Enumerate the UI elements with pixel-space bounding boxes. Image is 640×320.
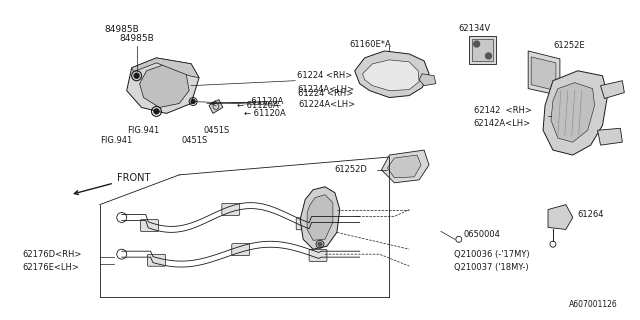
Text: 61224A<LH>: 61224A<LH> <box>298 100 355 109</box>
Text: Q210037 ('18MY-): Q210037 ('18MY-) <box>454 263 529 272</box>
FancyBboxPatch shape <box>309 250 327 261</box>
Polygon shape <box>381 150 429 183</box>
Polygon shape <box>355 51 429 98</box>
Text: 61252E: 61252E <box>553 42 584 51</box>
FancyBboxPatch shape <box>147 254 165 266</box>
Text: 61120A: 61120A <box>246 97 283 106</box>
Polygon shape <box>551 83 595 142</box>
FancyBboxPatch shape <box>141 220 159 232</box>
Polygon shape <box>419 74 436 86</box>
Text: A607001126: A607001126 <box>569 300 618 309</box>
Text: FRONT: FRONT <box>74 173 150 195</box>
Text: 61252D: 61252D <box>335 165 368 174</box>
Polygon shape <box>528 51 560 96</box>
Text: 62176E<LH>: 62176E<LH> <box>22 263 79 272</box>
Circle shape <box>474 41 479 47</box>
Text: 0451S: 0451S <box>203 126 229 135</box>
Text: 61160E*A: 61160E*A <box>349 39 392 49</box>
Text: 0451S: 0451S <box>181 136 207 145</box>
Polygon shape <box>387 155 421 178</box>
Text: 61264: 61264 <box>578 210 604 219</box>
Text: 84985B: 84985B <box>104 25 139 34</box>
Polygon shape <box>598 128 622 145</box>
Circle shape <box>134 73 139 78</box>
Polygon shape <box>209 100 223 113</box>
Text: 62176D<RH>: 62176D<RH> <box>22 250 82 259</box>
FancyBboxPatch shape <box>222 204 240 215</box>
Circle shape <box>318 242 322 246</box>
Polygon shape <box>300 187 340 249</box>
Polygon shape <box>472 39 493 61</box>
Text: ← 61120A: ← 61120A <box>237 101 278 110</box>
Polygon shape <box>543 71 607 155</box>
Polygon shape <box>307 195 333 240</box>
Polygon shape <box>600 81 625 99</box>
Text: 61224A<LH>: 61224A<LH> <box>297 85 355 94</box>
FancyBboxPatch shape <box>232 244 250 256</box>
Text: 84985B: 84985B <box>119 34 154 43</box>
Polygon shape <box>127 58 199 113</box>
FancyBboxPatch shape <box>296 218 314 230</box>
Text: 61224 <RH>: 61224 <RH> <box>298 89 353 98</box>
Circle shape <box>486 53 492 59</box>
Polygon shape <box>531 57 556 91</box>
Text: 61224 <RH>: 61224 <RH> <box>297 71 353 80</box>
Polygon shape <box>363 60 419 91</box>
Polygon shape <box>132 58 199 78</box>
Circle shape <box>191 100 195 103</box>
Text: Q210036 (-'17MY): Q210036 (-'17MY) <box>454 250 529 259</box>
Text: FIG.941: FIG.941 <box>127 126 159 135</box>
Text: 62134V: 62134V <box>459 24 491 33</box>
Text: 62142A<LH>: 62142A<LH> <box>474 119 531 128</box>
Polygon shape <box>140 64 189 108</box>
Text: 62142  <RH>: 62142 <RH> <box>474 106 532 115</box>
Text: ← 61120A: ← 61120A <box>244 109 285 118</box>
Text: FIG.941: FIG.941 <box>100 136 132 145</box>
Polygon shape <box>548 204 573 229</box>
Circle shape <box>154 109 159 114</box>
Polygon shape <box>468 36 497 64</box>
Text: 0650004: 0650004 <box>464 230 500 239</box>
